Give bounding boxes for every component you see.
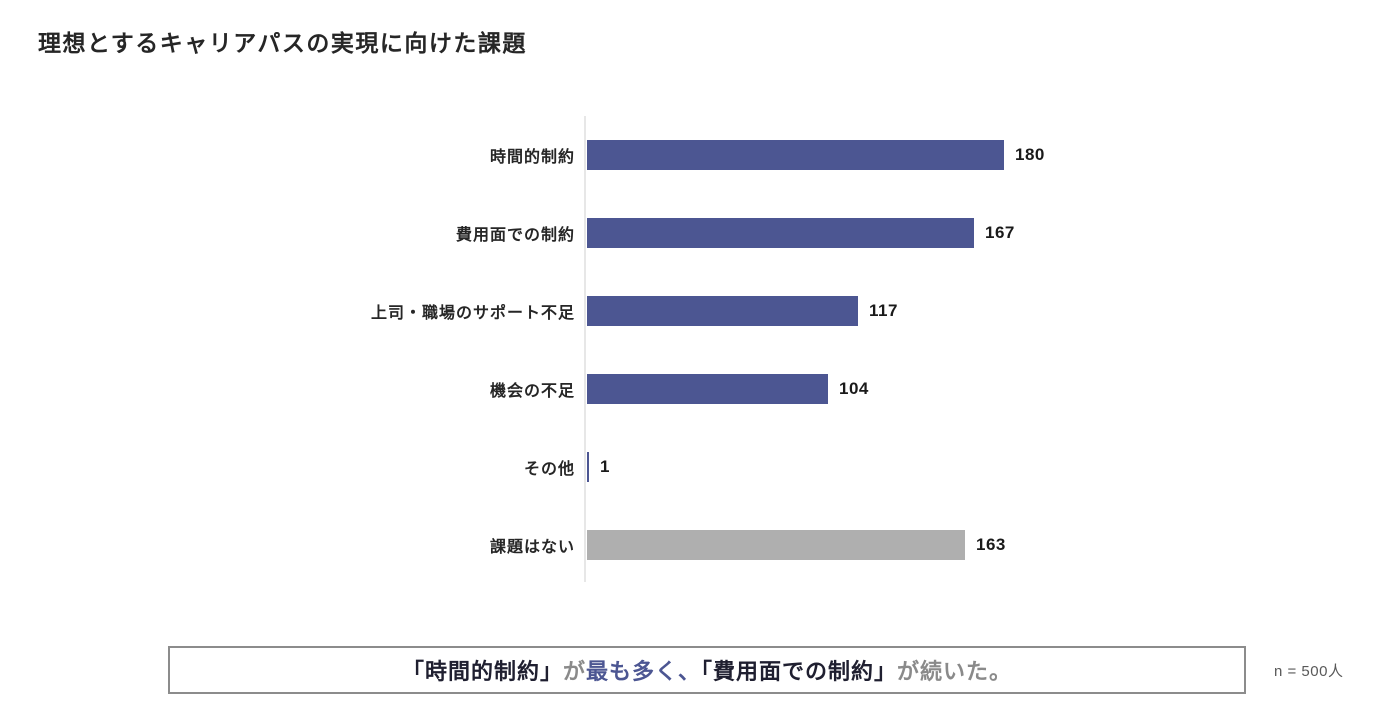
bar-row: その他 1	[0, 428, 1180, 506]
value-label: 163	[976, 535, 1006, 554]
bar-track: 117	[586, 296, 1180, 326]
category-label: 時間的制約	[489, 149, 575, 166]
bar-track: 104	[586, 374, 1180, 404]
bar-row: 課題はない 163	[0, 506, 1180, 584]
summary-segment: が続いた。	[897, 659, 1013, 684]
bar-track: 163	[586, 530, 1180, 560]
bar-row: 費用面での制約 167	[0, 194, 1180, 272]
category-label: 費用面での制約	[455, 227, 575, 244]
summary-segment: が	[562, 659, 586, 684]
value-label: 167	[985, 223, 1015, 242]
value-label: 117	[869, 301, 898, 320]
summary-segment: 最も多く、	[585, 659, 701, 684]
bar-row: 時間的制約 180	[0, 116, 1180, 194]
bar	[587, 140, 1004, 170]
bar-track: 167	[586, 218, 1180, 248]
summary-segment: 「時間的制約」	[401, 659, 563, 684]
value-label: 180	[1015, 145, 1045, 164]
bar	[587, 452, 589, 482]
category-label: 課題はない	[489, 539, 575, 556]
value-label: 104	[839, 379, 869, 398]
bar-chart: 時間的制約 180 費用面での制約 167 上司・職場のサポート不足 117 機会の不足 10…	[0, 116, 1180, 586]
bar-row: 上司・職場のサポート不足 117	[0, 272, 1180, 350]
bar	[587, 530, 965, 560]
chart-title: 理想とするキャリアパスの実現に向けた課題	[38, 30, 527, 56]
bar	[587, 296, 858, 326]
bar	[587, 218, 974, 248]
summary-box: 「時間的制約」が最も多く、「費用面での制約」が続いた。	[168, 646, 1246, 694]
sample-size-note: n = 500人	[1274, 663, 1344, 680]
value-label: 1	[600, 457, 610, 476]
summary-segment: 「費用面での制約」	[701, 659, 898, 684]
bar-track: 1	[586, 452, 1180, 482]
bar	[587, 374, 828, 404]
category-label: 上司・職場のサポート不足	[370, 305, 575, 322]
bar-rows: 時間的制約 180 費用面での制約 167 上司・職場のサポート不足 117 機会の不足 10…	[0, 116, 1180, 584]
bar-row: 機会の不足 104	[0, 350, 1180, 428]
axis-baseline	[584, 116, 586, 582]
summary-text: 「時間的制約」が最も多く、「費用面での制約」が続いた。	[402, 654, 1012, 686]
bar-track: 180	[586, 140, 1180, 170]
category-label: 機会の不足	[489, 383, 575, 400]
category-label: その他	[523, 461, 575, 478]
